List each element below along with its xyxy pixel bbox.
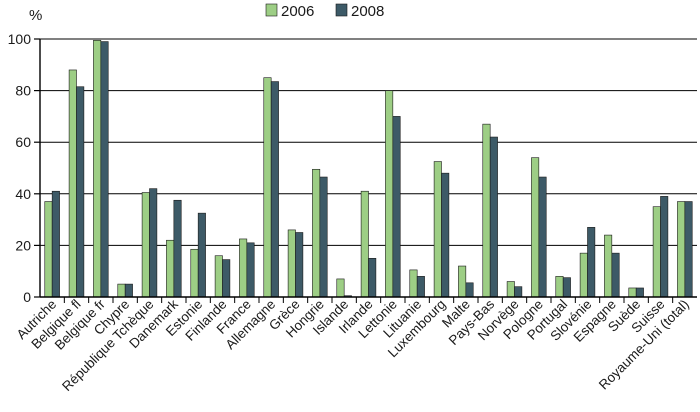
y-tick-label: 40 [15, 186, 31, 202]
bar-2006 [482, 123, 491, 298]
bar-2008 [222, 259, 231, 298]
bar-2008 [660, 196, 669, 298]
bar-2008 [465, 282, 474, 298]
bar-2008 [173, 199, 182, 298]
bar-2008 [416, 276, 425, 298]
bar-2008 [270, 81, 279, 298]
bar-2008 [149, 188, 158, 298]
bar-2008 [441, 172, 450, 298]
bar-2006 [677, 201, 686, 298]
bar-2006 [336, 278, 345, 298]
bar-2006 [579, 252, 588, 298]
y-tick-label: 20 [15, 237, 31, 253]
bar-2006 [433, 161, 442, 298]
y-tick-label: 60 [15, 134, 31, 150]
bar-2006 [555, 276, 564, 298]
bar-2008 [319, 176, 328, 298]
bar-2006 [531, 157, 540, 298]
bar-2006 [141, 192, 150, 298]
legend-swatch-2008 [335, 3, 348, 17]
bar-2006 [68, 69, 77, 298]
bar-2006 [93, 39, 102, 298]
bar-2008 [684, 201, 693, 298]
bar-2006 [628, 287, 637, 298]
legend-label-2008: 2008 [351, 3, 384, 20]
bar-2008 [392, 116, 401, 298]
bar-2006 [506, 281, 515, 298]
bar-2008 [587, 227, 596, 298]
bar-2008 [197, 212, 206, 298]
bar-2008 [489, 136, 498, 298]
bar-2006 [166, 239, 175, 298]
bar-2008 [368, 257, 377, 298]
bar-2008 [514, 286, 523, 298]
y-tick-labels: 0 20 40 60 80 100 [8, 31, 32, 305]
bar-2008 [100, 41, 109, 298]
y-unit-label: % [29, 7, 42, 24]
bar-2006 [409, 269, 418, 298]
bar-2008 [51, 190, 60, 298]
bar-2006 [385, 90, 394, 298]
bar-2008 [538, 176, 547, 298]
y-tick-label: 80 [15, 83, 31, 99]
bar-2006 [263, 77, 272, 298]
bar-2006 [604, 234, 613, 298]
bar-2008 [562, 277, 571, 298]
bar-2006 [458, 265, 467, 298]
bar-2006 [190, 248, 199, 298]
bar-2006 [360, 190, 369, 298]
bars [44, 39, 693, 298]
bar-2006 [117, 283, 126, 298]
bar-2006 [239, 238, 248, 298]
bar-2006 [44, 201, 53, 298]
legend-swatch-2006 [265, 3, 278, 17]
bar-2008 [76, 86, 85, 298]
legend: 2006 2008 [265, 3, 384, 20]
axes [34, 38, 697, 303]
bar-2008 [246, 242, 255, 298]
bar-2006 [312, 168, 321, 298]
bar-2008 [635, 287, 644, 298]
y-tick-label: 0 [23, 289, 31, 305]
bar-2006 [287, 229, 296, 298]
y-tick-label: 100 [8, 31, 32, 47]
legend-label-2006: 2006 [281, 3, 314, 20]
bar-2006 [652, 206, 661, 298]
bar-2008 [295, 232, 304, 298]
bar-2006 [214, 255, 223, 298]
bar-2008 [124, 283, 133, 298]
bar-2008 [611, 252, 620, 298]
